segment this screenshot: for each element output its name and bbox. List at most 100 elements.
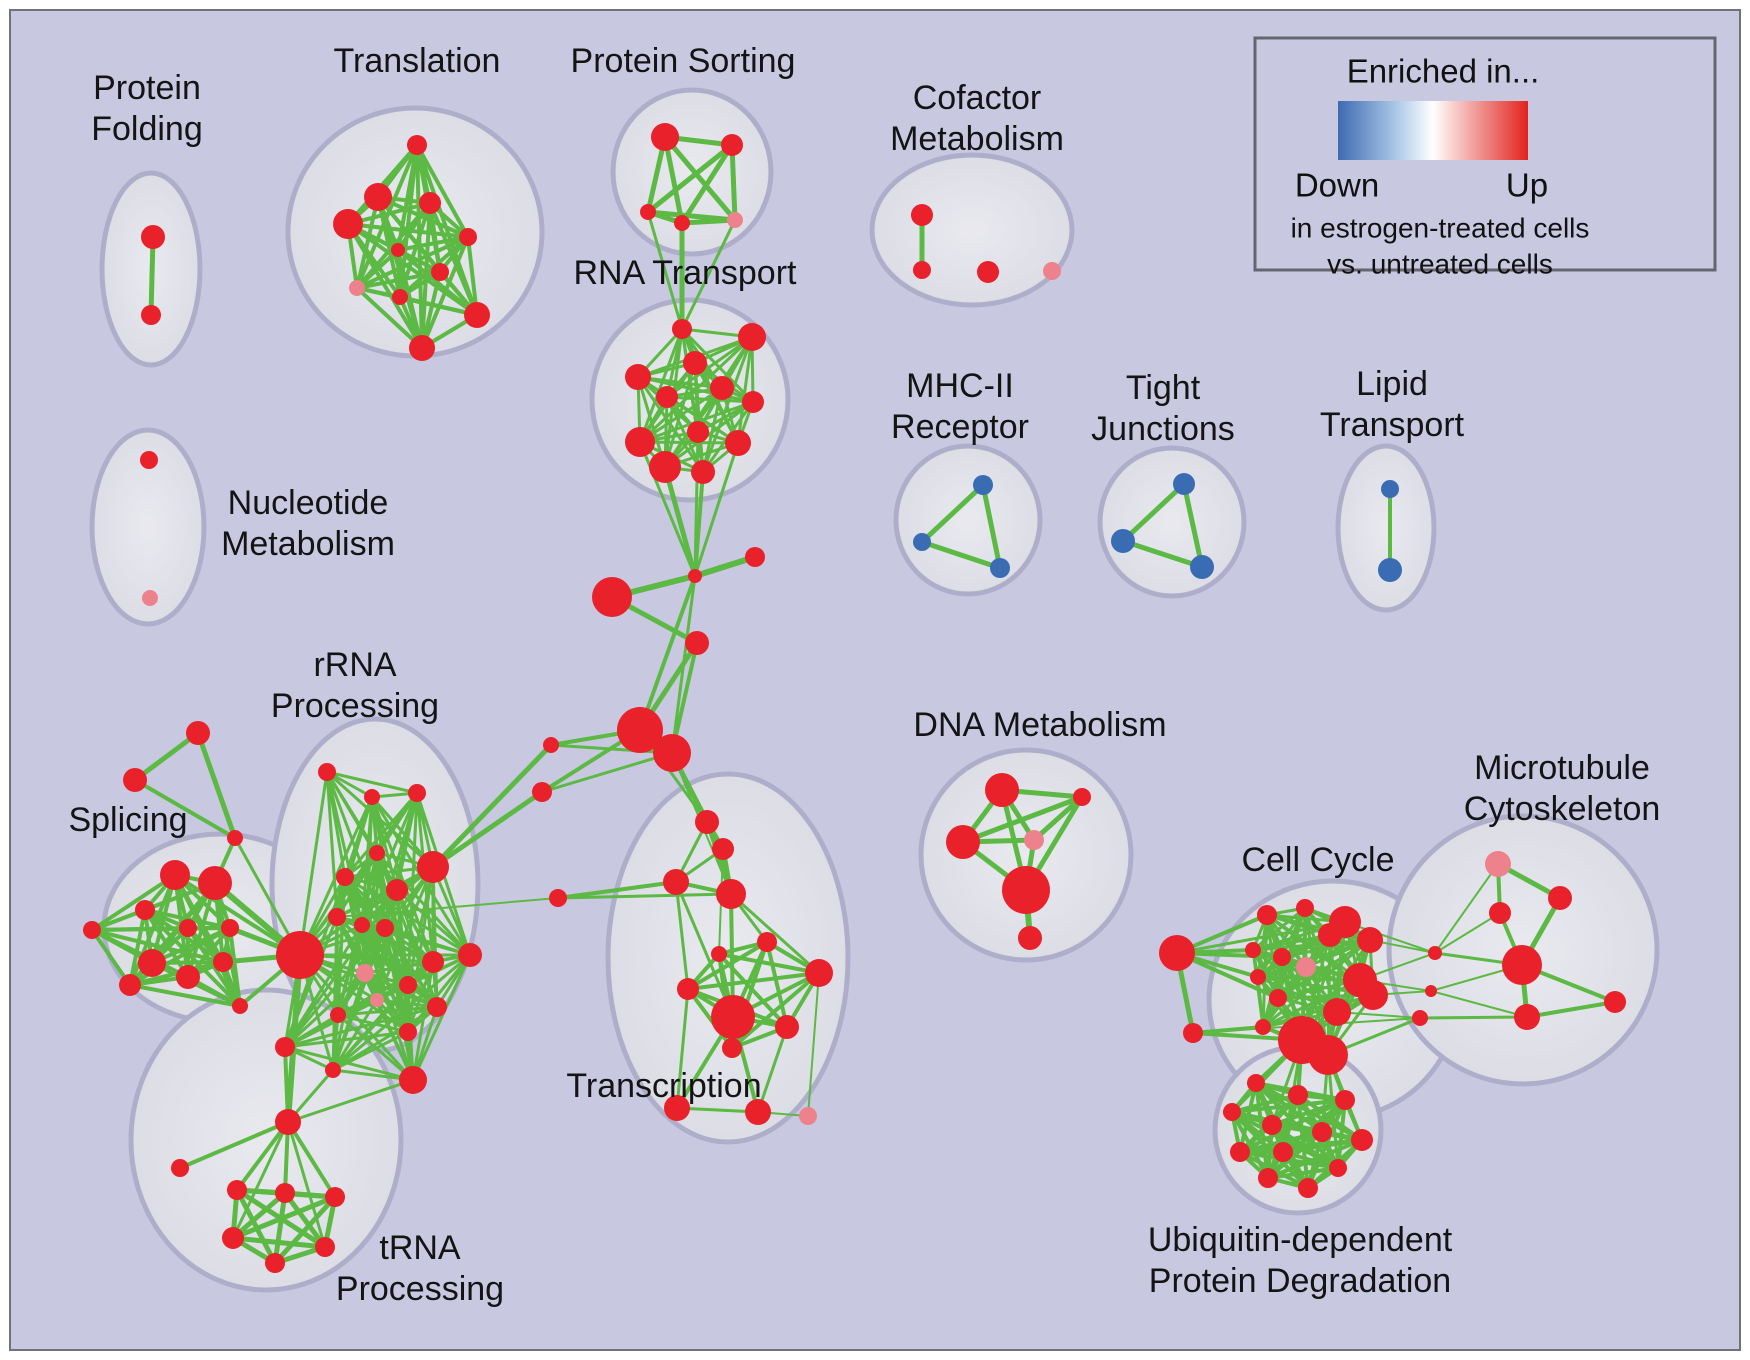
- edge: [331, 915, 339, 1072]
- edge: [396, 235, 470, 252]
- gene-set-node-red: [1262, 1115, 1282, 1135]
- gene-set-node-red: [1273, 1142, 1293, 1162]
- edge: [765, 940, 789, 1029]
- edge: [680, 218, 737, 331]
- gene-set-node-red: [1273, 948, 1291, 966]
- edge: [1230, 1098, 1347, 1114]
- edge: [128, 983, 242, 1008]
- edge: [420, 235, 470, 350]
- edge: [1120, 481, 1187, 544]
- edge: [143, 908, 190, 979]
- gene-set-node-red: [369, 845, 385, 861]
- gene-set-node-red: [1073, 788, 1091, 806]
- gene-set-node-red: [625, 427, 655, 457]
- gene-set-node-red: [1548, 886, 1572, 910]
- edge: [346, 222, 424, 350]
- gene-set-node-red: [119, 974, 141, 996]
- edge: [173, 873, 302, 957]
- cluster-ellipse-nucleotide-metabolism: [89, 427, 207, 627]
- gene-set-node-red: [1329, 1159, 1347, 1177]
- edge: [680, 327, 755, 404]
- gene-set-node-red: [742, 391, 764, 413]
- edge: [430, 742, 554, 870]
- gene-set-node-red: [688, 569, 702, 583]
- edge: [343, 875, 472, 957]
- gene-set-node-red: [1002, 866, 1050, 914]
- gene-set-node-red: [1269, 989, 1287, 1007]
- edge: [395, 888, 435, 964]
- edge: [1525, 1000, 1617, 1019]
- gene-set-node-red: [431, 263, 449, 281]
- legend-title: Enriched in...: [1347, 53, 1540, 90]
- edge: [335, 915, 439, 1009]
- edge: [674, 880, 690, 991]
- gene-set-node-red: [640, 204, 656, 220]
- gene-set-node-red: [176, 965, 200, 989]
- gene-set-node-red: [399, 976, 417, 994]
- gene-set-node-red: [911, 204, 933, 226]
- legend-caption-line1: in estrogen-treated cells: [1291, 212, 1590, 243]
- edge: [325, 770, 419, 795]
- gene-set-node-red: [1296, 899, 1314, 917]
- network-nodes: [83, 123, 1626, 1273]
- gene-set-node-red: [805, 959, 833, 987]
- edge: [638, 440, 697, 578]
- gene-set-node-red: [265, 1253, 285, 1273]
- gene-set-node-red: [677, 978, 699, 1000]
- gene-set-node-red: [757, 932, 777, 952]
- edge: [283, 1045, 415, 1082]
- edge: [1256, 975, 1265, 1029]
- edge: [230, 1235, 328, 1250]
- gene-set-node-red: [386, 879, 408, 901]
- edge: [132, 730, 201, 783]
- edge: [355, 286, 424, 350]
- edge: [556, 880, 678, 900]
- cluster-label-tight-junctions: Junctions: [1091, 410, 1235, 448]
- cluster-label-dna-metabolism: DNA Metabolism: [913, 706, 1166, 744]
- cluster-label-nucleotide-metabolism: Nucleotide: [228, 484, 389, 522]
- edge: [231, 1120, 290, 1240]
- edge: [662, 134, 685, 226]
- gene-set-node-red: [422, 951, 444, 973]
- edge: [128, 960, 225, 987]
- gene-set-node-red: [364, 183, 392, 211]
- gene-set-node-red: [336, 868, 354, 886]
- edge: [729, 892, 821, 975]
- edge: [662, 464, 698, 579]
- edge: [980, 482, 1003, 571]
- edge: [235, 1120, 290, 1192]
- edge: [1261, 978, 1362, 1029]
- edge: [90, 873, 177, 932]
- edge: [1256, 933, 1332, 979]
- gene-set-node-red: [725, 430, 751, 456]
- edge: [638, 327, 684, 444]
- gene-set-node-red: [399, 1066, 427, 1094]
- gene-set-node-red: [716, 879, 746, 909]
- cluster-label-rna-transport: RNA Transport: [574, 254, 798, 292]
- gene-set-node-blue: [990, 558, 1010, 578]
- gene-set-node-red: [685, 631, 709, 655]
- edge: [736, 335, 754, 445]
- edge: [1266, 1138, 1364, 1180]
- gene-set-node-blue: [1111, 529, 1135, 553]
- edge: [90, 926, 190, 932]
- gene-set-node-red: [1230, 1142, 1250, 1162]
- edge: [636, 375, 755, 404]
- edge: [665, 395, 755, 404]
- gene-set-node-red: [1308, 1035, 1348, 1075]
- edge: [230, 1194, 338, 1241]
- gene-set-node-red: [977, 261, 999, 283]
- gene-set-node-red: [407, 135, 427, 155]
- edge: [756, 1025, 789, 1114]
- gene-set-node-red: [1357, 927, 1383, 953]
- gene-set-node-red: [408, 784, 426, 802]
- gene-set-node-pink: [1296, 957, 1316, 977]
- edge: [428, 201, 479, 317]
- gene-set-node-red: [391, 243, 405, 257]
- edge: [128, 908, 147, 987]
- legend: Enriched in... Down Up in estrogen-treat…: [1253, 36, 1717, 279]
- gene-set-node-red: [683, 351, 707, 375]
- edge: [406, 791, 419, 987]
